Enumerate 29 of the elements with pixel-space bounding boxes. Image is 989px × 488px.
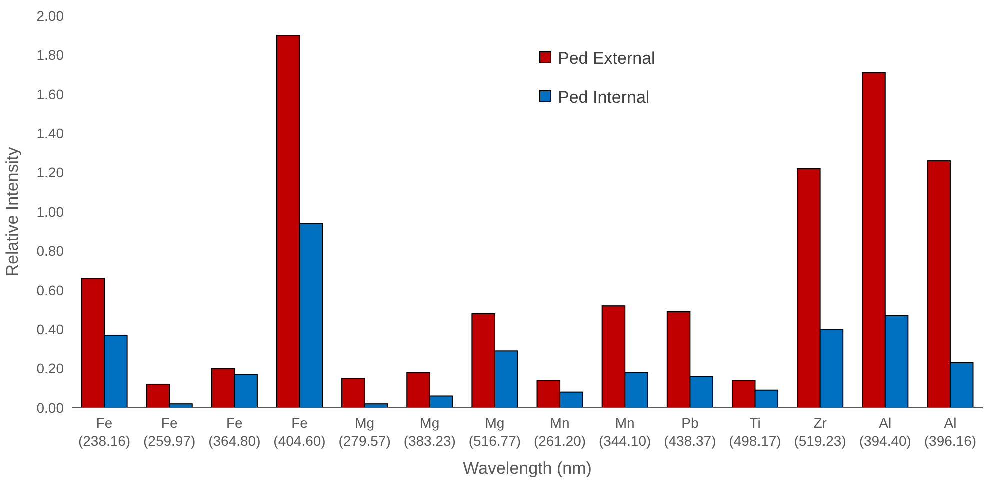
x-tick-label: Mn (261.20) [534, 415, 586, 449]
x-tick-label: Mn (344.10) [599, 415, 652, 449]
y-tick-label: 0.60 [36, 282, 64, 298]
x-tick-label: Al (396.16) [924, 415, 977, 449]
y-tick-label: 1.60 [36, 86, 64, 102]
x-axis-title: Wavelength (nm) [463, 459, 592, 478]
x-tick-label: Al (394.40) [859, 415, 912, 449]
y-tick-label: 1.80 [36, 47, 64, 64]
y-tick-label: 1.20 [36, 164, 64, 181]
legend-label: Ped Internal [558, 88, 650, 107]
y-tick-label: 1.00 [36, 204, 64, 220]
x-tick-label: Fe (404.60) [274, 415, 326, 449]
x-tick-label: Fe (259.97) [144, 415, 196, 449]
legend-label: Ped External [558, 48, 656, 68]
y-tick-label: 0.20 [36, 360, 64, 377]
y-tick-label: 2.00 [36, 8, 64, 24]
x-tick-label: Fe (238.16) [78, 415, 131, 449]
y-tick-label: 0.40 [36, 322, 64, 338]
x-tick-label: Mg (516.77) [468, 415, 522, 449]
x-tick-label: Mg (383.23) [404, 415, 456, 449]
x-tick-label: Ti (498.17) [729, 415, 782, 449]
y-tick-label: 1.40 [36, 126, 64, 142]
y-axis-title: Relative Intensity [3, 146, 22, 277]
x-tick-label: Fe (364.80) [208, 415, 261, 449]
x-tick-label: Pb (438.37) [664, 415, 716, 449]
x-tick-label: Mg (279.57) [338, 415, 391, 449]
y-tick-label: 0.00 [36, 400, 64, 416]
y-tick-label: 0.80 [36, 243, 64, 260]
x-tick-label: Zr (519.23) [794, 415, 846, 449]
